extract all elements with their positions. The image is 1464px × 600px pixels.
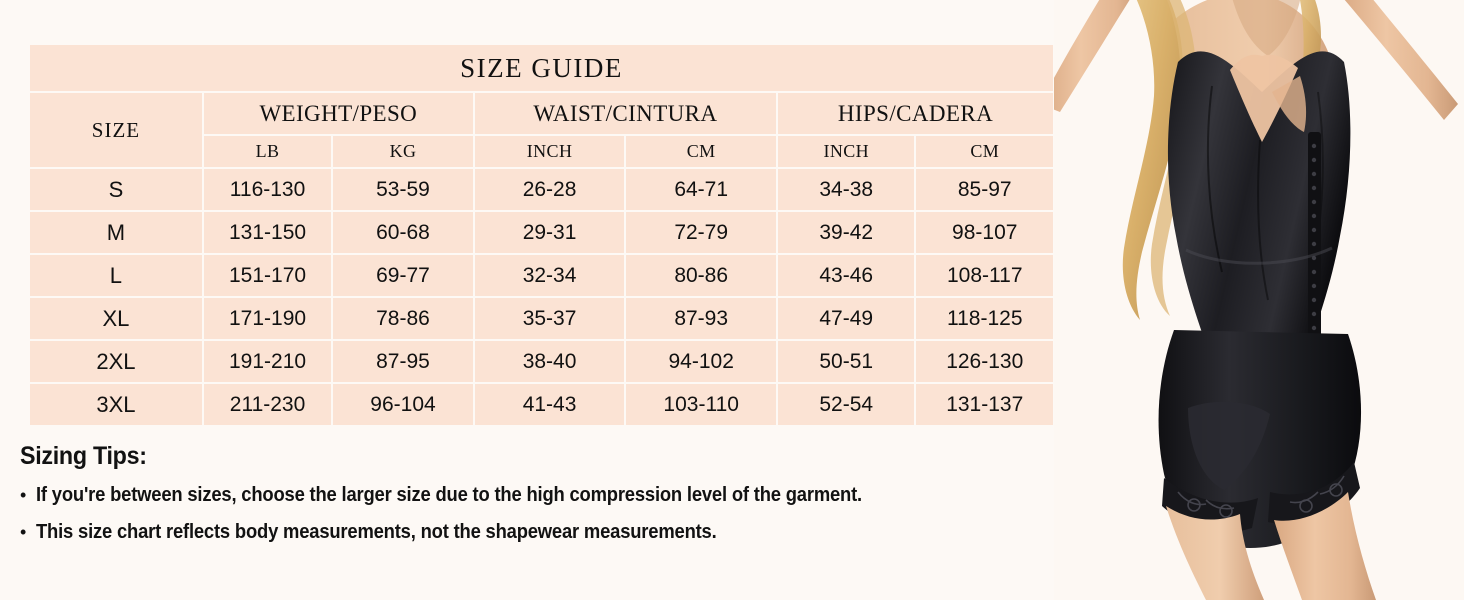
- cell-hips-in: 50-51: [778, 341, 915, 382]
- cell-weight-kg: 96-104: [333, 384, 473, 425]
- cell-weight-lb: 171-190: [203, 298, 332, 339]
- cell-hips-cm: 108-117: [916, 255, 1053, 296]
- group-header-row: SIZE WEIGHT/PESO WAIST/CINTURA HIPS/CADE…: [30, 93, 1053, 167]
- cell-hips-in: 34-38: [778, 169, 915, 210]
- unit-header-hips-inch: INCH: [778, 136, 915, 167]
- model-illustration: [1054, 0, 1464, 600]
- cell-weight-lb: 131-150: [203, 212, 332, 253]
- unit-header-row: LB KG INCH CM INCH CM: [30, 136, 1053, 167]
- cell-weight-lb: 116-130: [203, 169, 332, 210]
- cell-hips-cm: 85-97: [916, 169, 1053, 210]
- cell-hips-in: 47-49: [778, 298, 915, 339]
- list-item: • This size chart reflects body measurem…: [20, 519, 1030, 545]
- cell-size: 3XL: [30, 384, 202, 425]
- cell-waist-cm: 94-102: [626, 341, 776, 382]
- cell-waist-in: 26-28: [474, 169, 625, 210]
- cell-weight-kg: 60-68: [333, 212, 473, 253]
- cell-weight-kg: 87-95: [333, 341, 473, 382]
- cell-size: M: [30, 212, 202, 253]
- cell-hips-cm: 98-107: [916, 212, 1053, 253]
- cell-hips-in: 52-54: [778, 384, 915, 425]
- cell-hips-in: 39-42: [778, 212, 915, 253]
- cell-waist-in: 38-40: [474, 341, 625, 382]
- table-row: 2XL 191-210 87-95 38-40 94-102 50-51 126…: [30, 341, 1053, 382]
- unit-header-hips-cm: CM: [916, 136, 1053, 167]
- sizing-tips-title: Sizing Tips:: [20, 442, 147, 470]
- cell-weight-kg: 53-59: [333, 169, 473, 210]
- table-row: XL 171-190 78-86 35-37 87-93 47-49 118-1…: [30, 298, 1053, 339]
- unit-header-waist-inch: INCH: [474, 136, 625, 167]
- unit-header-waist-cm: CM: [626, 136, 776, 167]
- cell-waist-cm: 80-86: [626, 255, 776, 296]
- cell-size: 2XL: [30, 341, 202, 382]
- cell-size: XL: [30, 298, 202, 339]
- size-guide-table: SIZE GUIDE SIZE WEIGHT/PESO WAIST/CINTUR…: [28, 43, 1055, 427]
- cell-weight-lb: 151-170: [203, 255, 332, 296]
- cell-hips-cm: 118-125: [916, 298, 1053, 339]
- cell-hips-in: 43-46: [778, 255, 915, 296]
- cell-weight-lb: 191-210: [203, 341, 332, 382]
- cell-waist-in: 29-31: [474, 212, 625, 253]
- table-row: 3XL 211-230 96-104 41-43 103-110 52-54 1…: [30, 384, 1053, 425]
- column-header-size: SIZE: [30, 93, 202, 167]
- cell-waist-in: 32-34: [474, 255, 625, 296]
- cell-waist-cm: 103-110: [626, 384, 776, 425]
- cell-size: L: [30, 255, 202, 296]
- cell-weight-kg: 69-77: [333, 255, 473, 296]
- cell-hips-cm: 126-130: [916, 341, 1053, 382]
- cell-waist-cm: 64-71: [626, 169, 776, 210]
- page-title: SIZE GUIDE: [30, 45, 1053, 91]
- cell-weight-kg: 78-86: [333, 298, 473, 339]
- table-row: S 116-130 53-59 26-28 64-71 34-38 85-97: [30, 169, 1053, 210]
- sizing-tips-section: Sizing Tips: • If you're between sizes, …: [20, 442, 1030, 556]
- table-title-row: SIZE GUIDE: [30, 45, 1053, 91]
- cell-weight-lb: 211-230: [203, 384, 332, 425]
- bullet-icon: •: [20, 522, 27, 542]
- group-header-waist: WAIST/CINTURA: [474, 93, 776, 134]
- table-row: M 131-150 60-68 29-31 72-79 39-42 98-107: [30, 212, 1053, 253]
- sizing-tip-text: This size chart reflects body measuremen…: [36, 521, 717, 543]
- list-item: • If you're between sizes, choose the la…: [20, 482, 1030, 508]
- cell-size: S: [30, 169, 202, 210]
- cell-waist-in: 35-37: [474, 298, 625, 339]
- cell-waist-cm: 72-79: [626, 212, 776, 253]
- table-row: L 151-170 69-77 32-34 80-86 43-46 108-11…: [30, 255, 1053, 296]
- unit-header-weight-lb: LB: [203, 136, 332, 167]
- size-guide-table-container: SIZE GUIDE SIZE WEIGHT/PESO WAIST/CINTUR…: [28, 43, 1055, 425]
- sizing-tip-text: If you're between sizes, choose the larg…: [36, 484, 862, 506]
- cell-waist-in: 41-43: [474, 384, 625, 425]
- cell-waist-cm: 87-93: [626, 298, 776, 339]
- group-header-hips: HIPS/CADERA: [778, 93, 1053, 134]
- group-header-weight: WEIGHT/PESO: [203, 93, 473, 134]
- bullet-icon: •: [20, 485, 27, 505]
- unit-header-weight-kg: KG: [333, 136, 473, 167]
- product-photo: [1054, 0, 1464, 600]
- cell-hips-cm: 131-137: [916, 384, 1053, 425]
